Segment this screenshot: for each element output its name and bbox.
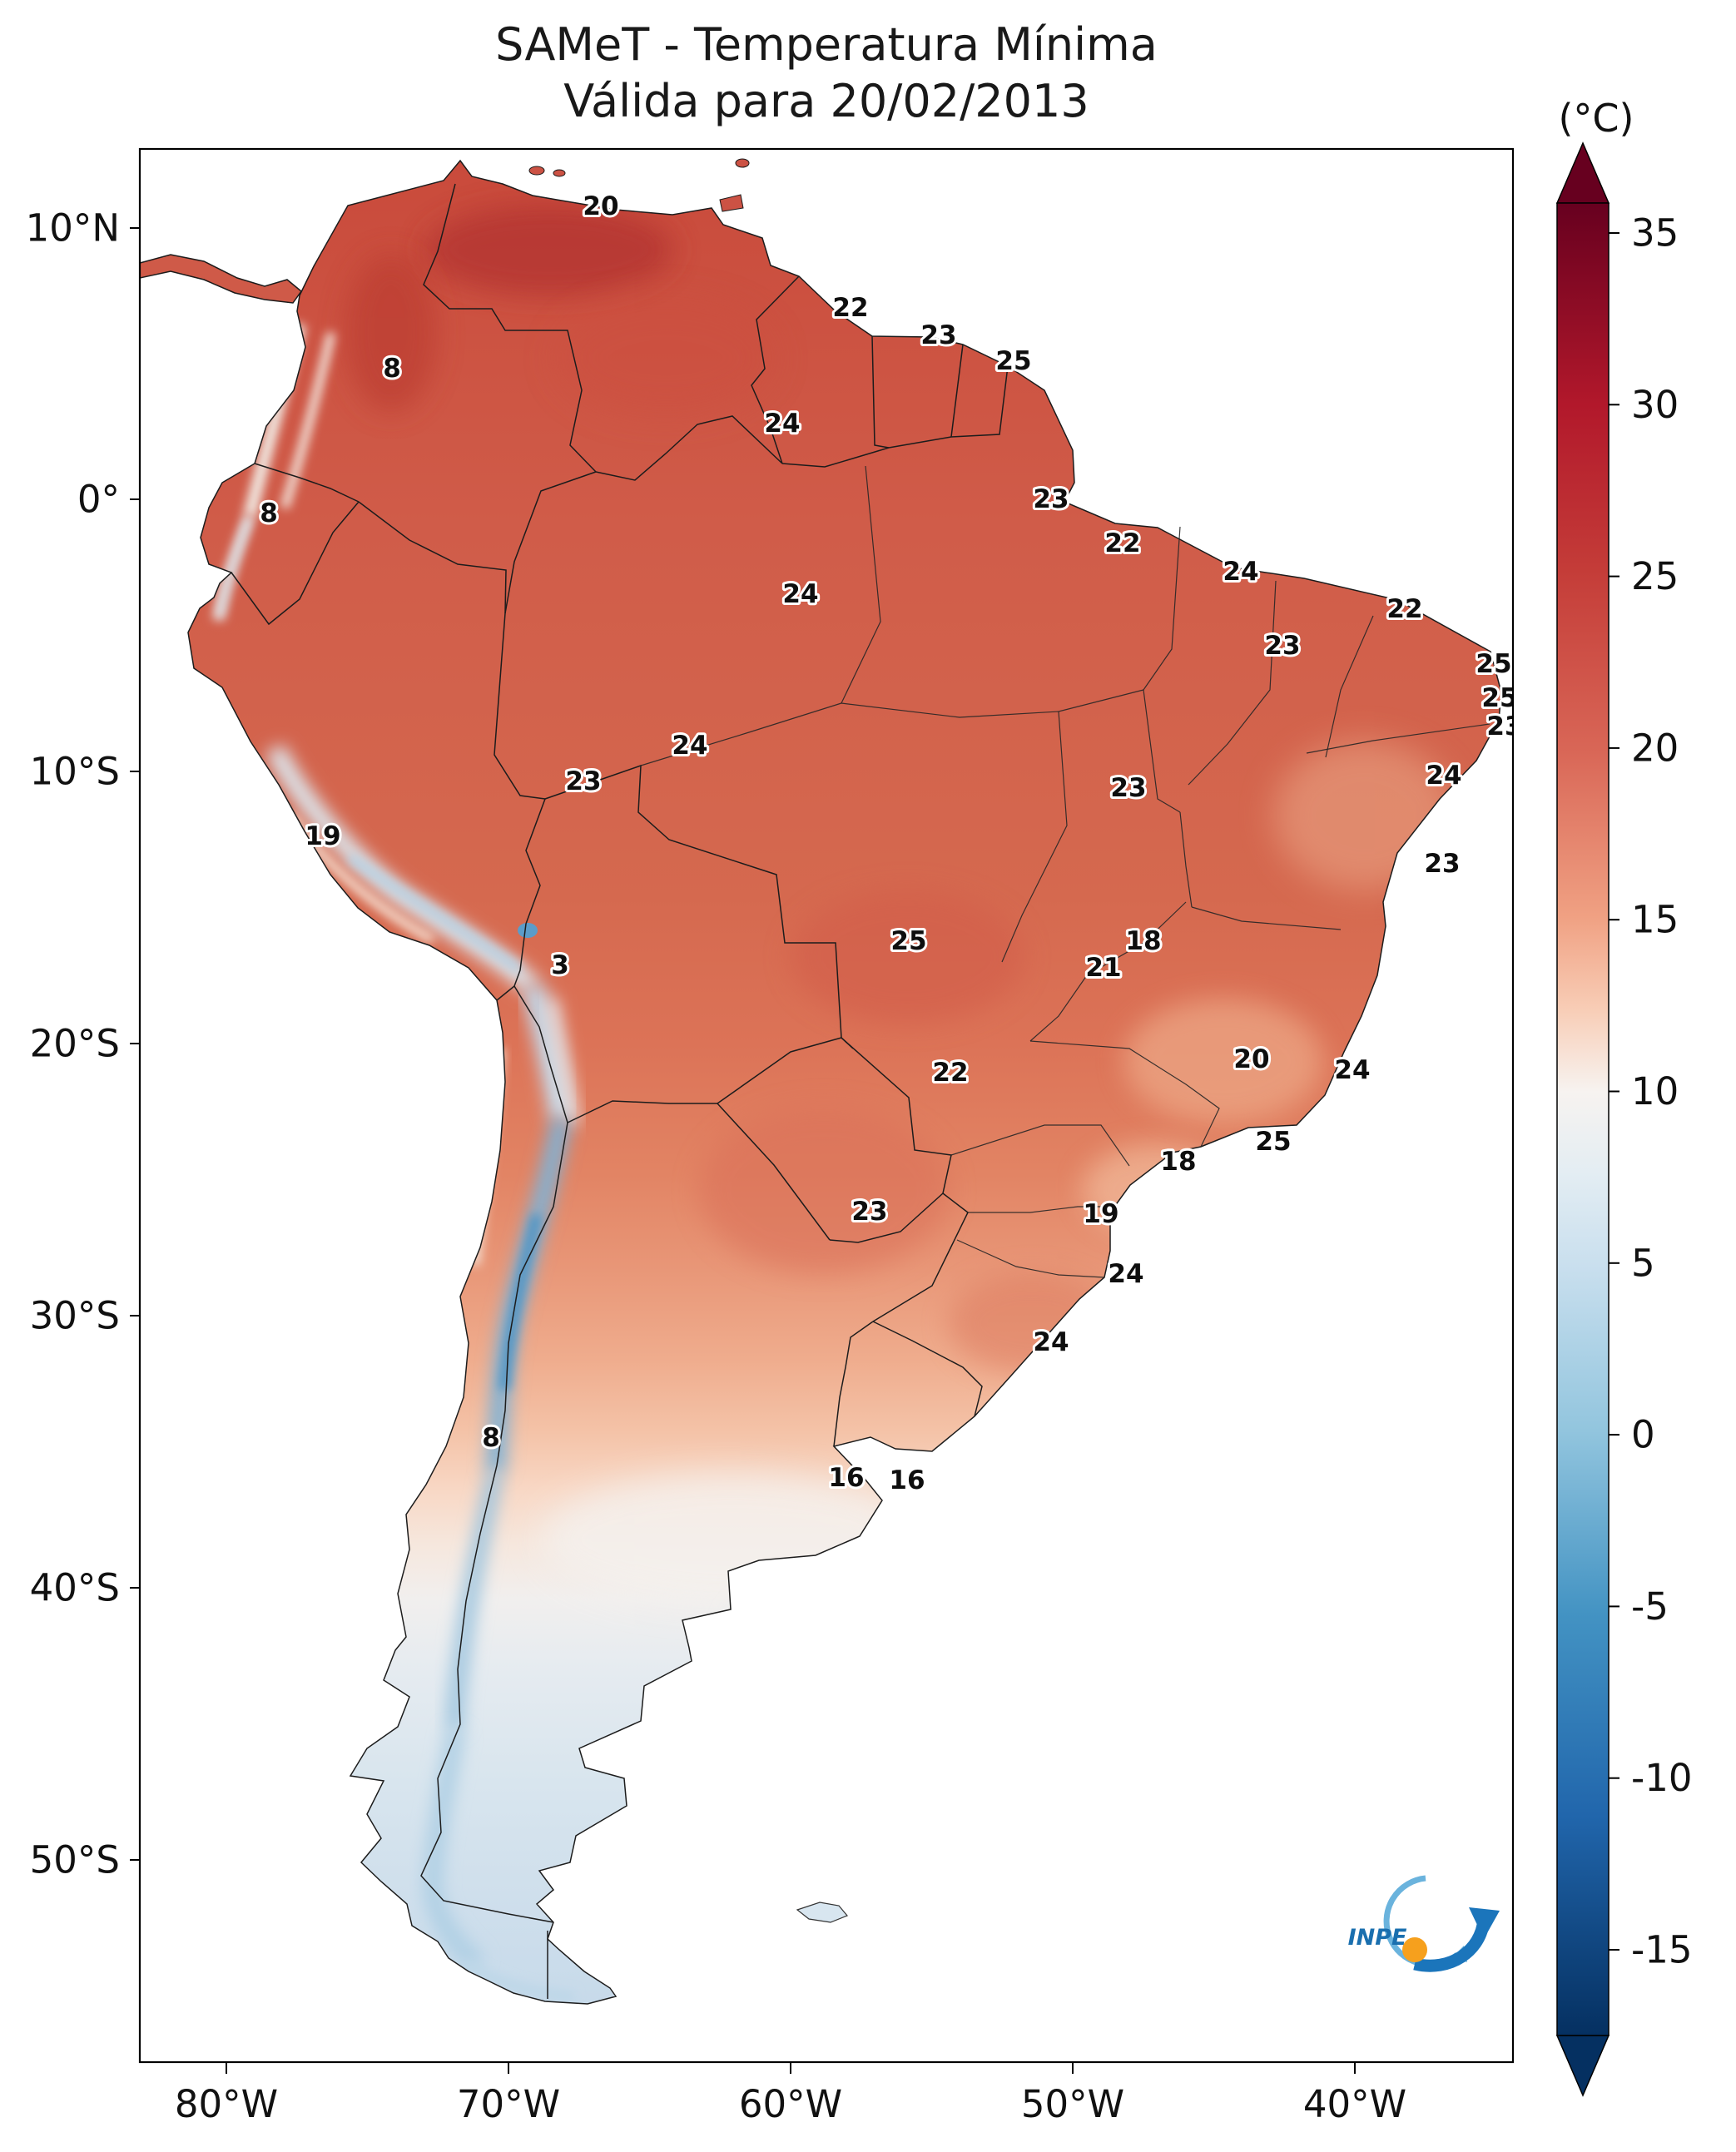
temperature-value-label: 19 (1083, 1199, 1118, 1229)
x-tick-label: 40°W (1303, 2082, 1406, 2126)
temperature-value-label: 24 (782, 579, 818, 609)
state-borders (640, 465, 1490, 1278)
colorbar-top-arrow (1555, 141, 1610, 204)
temperature-value-label: 24 (1223, 557, 1258, 587)
falkland-islands (796, 1902, 848, 1923)
colorbar-ticks: 35 30 25 20 15 10 5 0 -5 -10 -15 (1609, 211, 1693, 1972)
temperature-value-label: 8 (482, 1423, 500, 1453)
colorbar-tick-label: 20 (1631, 726, 1679, 770)
y-tick-label: 50°S (30, 1838, 120, 1882)
temperature-value-label: 19 (305, 821, 340, 851)
temperature-value-label: 24 (1033, 1327, 1069, 1357)
caribbean-islands (528, 158, 750, 212)
colorbar-tick-label: 0 (1631, 1413, 1655, 1457)
temperature-value-label: 18 (1125, 926, 1161, 956)
x-axis: 80°W 70°W 60°W 50°W 40°W (175, 2062, 1406, 2126)
x-tick-label: 70°W (457, 2082, 560, 2126)
temperature-value-label: 23 (851, 1197, 887, 1227)
temperature-value-label: 23 (1264, 631, 1300, 661)
colorbar-bottom-arrow (1555, 2035, 1610, 2097)
temperature-value-label: 24 (1108, 1259, 1143, 1289)
temperature-value-label: 24 (1426, 761, 1461, 791)
temperature-value-label: 23 (1486, 712, 1522, 741)
temperature-value-label: 8 (260, 498, 278, 528)
temperature-value-label: 16 (889, 1465, 925, 1495)
temperature-value-label: 25 (1481, 683, 1517, 713)
plot-frame (138, 147, 1515, 2064)
y-axis: 10°N 0° 10°S 20°S 30°S 40°S 50°S (26, 206, 140, 1882)
temperature-value-label: 20 (1233, 1044, 1269, 1074)
y-tick-label: 10°N (26, 206, 120, 250)
colorbar-tick-label: -10 (1631, 1756, 1693, 1800)
y-tick-label: 30°S (30, 1294, 120, 1338)
y-tick-label: 20°S (30, 1022, 120, 1066)
temperature-value-label: 18 (1160, 1147, 1196, 1177)
colorbar-tick-label: -5 (1631, 1584, 1669, 1629)
panama-landmass (140, 254, 303, 304)
south-america-landmass (188, 161, 1501, 2004)
temperature-value-label: 22 (1386, 594, 1422, 624)
temperature-value-label: 24 (1334, 1055, 1370, 1085)
temperature-value-label: 16 (828, 1463, 864, 1493)
temperature-value-label: 8 (383, 354, 401, 384)
colorbar-tick-label: -15 (1631, 1928, 1693, 1972)
y-tick-label: 10°S (30, 750, 120, 794)
temperature-value-label: 25 (1476, 649, 1511, 679)
lake-titicaca (518, 923, 538, 938)
temperature-value-label: 22 (1104, 528, 1140, 558)
temperature-value-label: 23 (1110, 773, 1146, 803)
colorbar-tick-label: 30 (1631, 383, 1679, 427)
temperature-value-label: 25 (995, 346, 1031, 376)
map-subtitle: Válida para 20/02/2013 (563, 75, 1089, 127)
x-tick-label: 80°W (175, 2082, 278, 2126)
temperature-value-label: 22 (932, 1058, 968, 1088)
y-tick-label: 40°S (30, 1566, 120, 1610)
inpe-logo: INPE (1348, 1875, 1500, 1972)
temperature-value-label: 24 (764, 409, 800, 439)
country-borders (231, 183, 1009, 1999)
temperature-value-label: 23 (565, 766, 601, 796)
temperature-value-label: 21 (1085, 953, 1121, 983)
temperature-value-label: 23 (1424, 849, 1460, 879)
colorbar-tick-label: 35 (1631, 211, 1679, 255)
colorbar-tick-label: 10 (1631, 1069, 1679, 1113)
temperature-value-label: 3 (551, 950, 569, 980)
x-tick-label: 50°W (1021, 2082, 1124, 2126)
colorbar: 35 30 25 20 15 10 5 0 -5 -10 -15 (1555, 141, 1693, 2097)
y-tick-label: 0° (77, 478, 120, 522)
colorbar-tick-label: 25 (1631, 554, 1679, 598)
temperature-value-label: 25 (1255, 1127, 1291, 1157)
coastline (187, 159, 1502, 2005)
temperature-value-label: 25 (890, 926, 926, 956)
colorbar-unit-label: (°C) (1558, 96, 1634, 141)
x-tick-label: 60°W (739, 2082, 842, 2126)
colorbar-gradient (1556, 202, 1610, 2036)
temperature-value-label: 20 (583, 191, 618, 221)
map-title: SAMeT - Temperatura Mínima (495, 18, 1158, 71)
colorbar-tick-label: 15 (1631, 898, 1679, 942)
colorbar-tick-label: 5 (1631, 1241, 1655, 1285)
inpe-logo-text: INPE (1348, 1925, 1407, 1951)
temperature-value-label: 23 (920, 320, 956, 350)
temperature-value-label: 22 (832, 293, 868, 323)
temperature-value-label: 23 (1033, 484, 1069, 514)
temperature-value-label: 24 (672, 731, 707, 761)
